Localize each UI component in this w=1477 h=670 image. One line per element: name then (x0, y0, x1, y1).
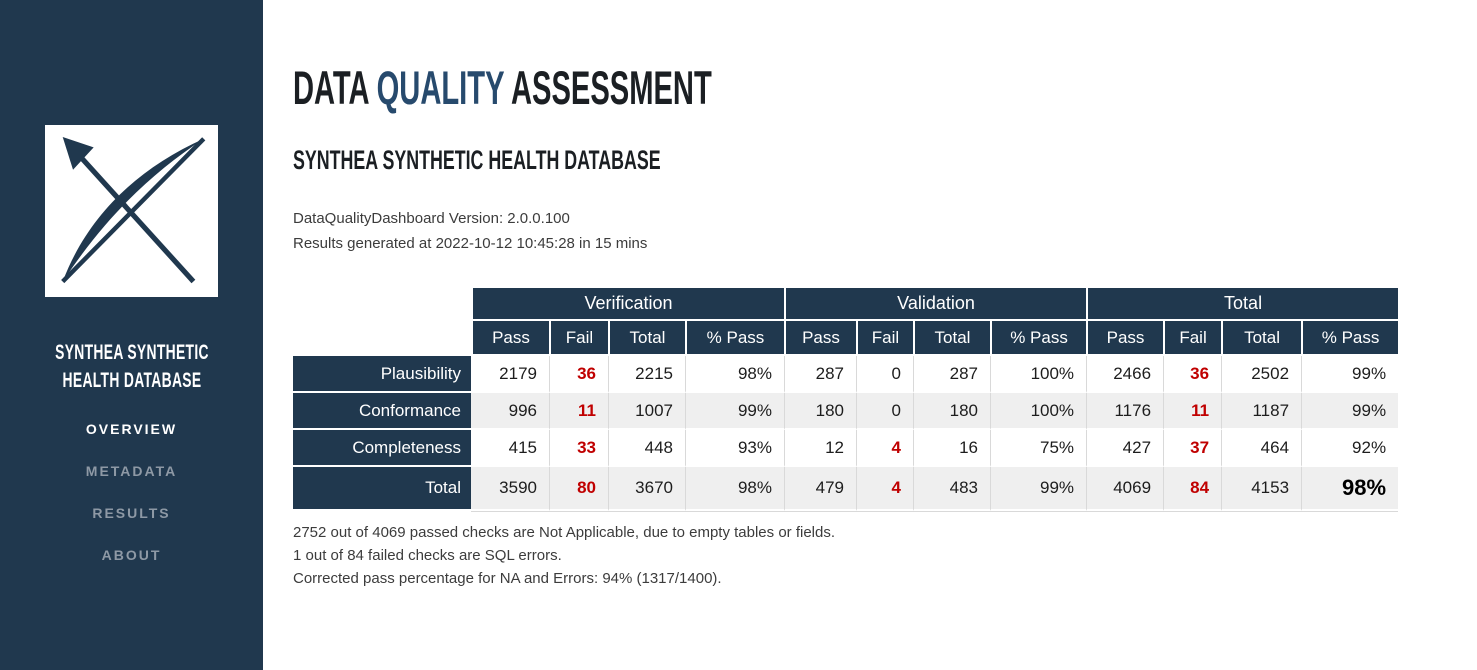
grand-total-pct: 98% (1301, 467, 1399, 511)
synthea-logo (45, 125, 218, 297)
cell: 99% (685, 393, 784, 430)
database-subtitle: SYNTHEA SYNTHETIC HEALTH DATABASE (293, 145, 661, 175)
version-line: DataQualityDashboard Version: 2.0.0.100 (293, 210, 570, 227)
note-corrected-pct: Corrected pass percentage for NA and Err… (293, 570, 722, 587)
note-sql-errors: 1 out of 84 failed checks are SQL errors… (293, 547, 562, 564)
sidebar: SYNTHEA SYNTHETIC HEALTH DATABASE OVERVI… (0, 0, 263, 670)
row-label: Total (293, 467, 471, 511)
table-row-completeness: Completeness 415 33 448 93% 12 4 16 75% … (293, 430, 1399, 467)
nav-item-about[interactable]: ABOUT (101, 546, 162, 563)
cell: 0 (856, 393, 913, 430)
col-header: % Pass (1301, 321, 1399, 356)
title-prefix: DATA (293, 61, 377, 114)
cell: 464 (1221, 430, 1302, 467)
row-label: Plausibility (293, 356, 471, 393)
row-label: Conformance (293, 393, 471, 430)
generated-line: Results generated at 2022-10-12 10:45:28… (293, 235, 648, 252)
row-label: Completeness (293, 430, 471, 467)
table-corner (293, 321, 471, 356)
cell: 2179 (471, 356, 549, 393)
cell: 99% (1301, 393, 1399, 430)
cell: 93% (685, 430, 784, 467)
cell: 0 (856, 356, 913, 393)
nav-item-overview[interactable]: OVERVIEW (85, 420, 178, 437)
title-highlight: QUALITY (376, 61, 504, 114)
cell: 33 (549, 430, 608, 467)
cell: 4 (856, 430, 913, 467)
cell: 3590 (471, 467, 549, 511)
cell: 100% (990, 356, 1087, 393)
cell: 427 (1086, 430, 1164, 467)
cell: 92% (1301, 430, 1399, 467)
col-header: % Pass (990, 321, 1087, 356)
cell: 36 (1163, 356, 1222, 393)
table-row-total: Total 3590 80 3670 98% 479 4 483 99% 406… (293, 467, 1399, 511)
cell: 4069 (1086, 467, 1164, 511)
cell: 99% (1301, 356, 1399, 393)
cell: 98% (685, 356, 784, 393)
cell: 3670 (608, 467, 685, 511)
cell: 287 (913, 356, 990, 393)
footnotes: 2752 out of 4069 passed checks are Not A… (293, 521, 1477, 590)
cell: 99% (990, 467, 1087, 511)
note-na: 2752 out of 4069 passed checks are Not A… (293, 524, 836, 541)
col-header: Fail (549, 321, 608, 356)
meta-info: DataQualityDashboard Version: 2.0.0.100 … (293, 206, 1477, 256)
cell: 100% (990, 393, 1087, 430)
cell: 12 (784, 430, 856, 467)
cell: 98% (685, 467, 784, 511)
table-row-plausibility: Plausibility 2179 36 2215 98% 287 0 287 … (293, 356, 1399, 393)
cell: 75% (990, 430, 1087, 467)
cell: 180 (784, 393, 856, 430)
cell: 16 (913, 430, 990, 467)
group-header-total: Total (1086, 288, 1399, 321)
col-header: Total (608, 321, 685, 356)
col-header: Pass (471, 321, 549, 356)
cell: 37 (1163, 430, 1222, 467)
cell: 2502 (1221, 356, 1302, 393)
nav-item-metadata[interactable]: METADATA (85, 462, 178, 479)
col-header: Pass (784, 321, 856, 356)
main-content: DATA QUALITY ASSESSMENT SYNTHEA SYNTHETI… (263, 0, 1477, 670)
col-header: Total (913, 321, 990, 356)
nav-item-results[interactable]: RESULTS (92, 504, 171, 521)
cell: 180 (913, 393, 990, 430)
bow-arrow-icon (45, 125, 218, 297)
cell: 2215 (608, 356, 685, 393)
cell: 11 (1163, 393, 1222, 430)
col-header: Fail (856, 321, 913, 356)
cell: 4 (856, 467, 913, 511)
table-corner (293, 288, 471, 321)
cell: 479 (784, 467, 856, 511)
sidebar-database-title: SYNTHEA SYNTHETIC HEALTH DATABASE (55, 341, 209, 392)
cell: 84 (1163, 467, 1222, 511)
page-title: DATA QUALITY ASSESSMENT (293, 64, 1477, 111)
results-summary-table: Verification Validation Total Pass Fail … (293, 288, 1399, 511)
col-header: % Pass (685, 321, 784, 356)
title-suffix: ASSESSMENT (503, 61, 712, 114)
cell: 4153 (1221, 467, 1302, 511)
cell: 11 (549, 393, 608, 430)
cell: 1187 (1221, 393, 1302, 430)
col-header: Fail (1163, 321, 1222, 356)
group-header-validation: Validation (784, 288, 1087, 321)
cell: 483 (913, 467, 990, 511)
cell: 36 (549, 356, 608, 393)
cell: 996 (471, 393, 549, 430)
cell: 287 (784, 356, 856, 393)
cell: 2466 (1086, 356, 1164, 393)
sidebar-nav: OVERVIEW METADATA RESULTS ABOUT (0, 421, 263, 563)
col-header: Total (1221, 321, 1302, 356)
cell: 415 (471, 430, 549, 467)
cell: 1176 (1086, 393, 1164, 430)
col-header: Pass (1086, 321, 1164, 356)
cell: 1007 (608, 393, 685, 430)
group-header-verification: Verification (471, 288, 784, 321)
cell: 80 (549, 467, 608, 511)
cell: 448 (608, 430, 685, 467)
table-row-conformance: Conformance 996 11 1007 99% 180 0 180 10… (293, 393, 1399, 430)
